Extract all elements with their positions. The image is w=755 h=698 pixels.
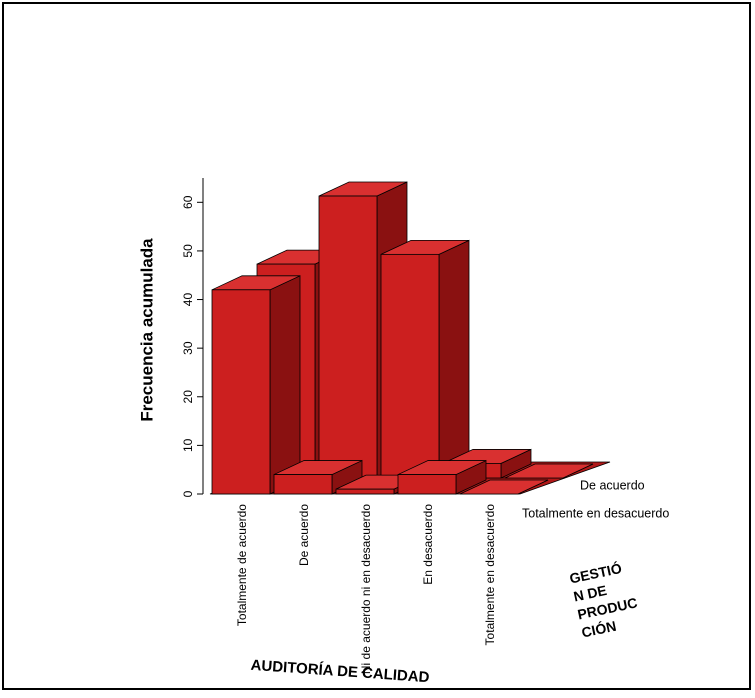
bar: [380, 253, 440, 479]
bar: [335, 488, 395, 495]
x-tick-label: De acuerdo: [297, 504, 311, 566]
x-tick-label: Totalmente en desacuerdo: [483, 504, 497, 646]
bar: [397, 474, 457, 495]
bar: [211, 289, 271, 495]
bar-side: [269, 275, 301, 495]
x-tick-label: Totalmente de acuerdo: [235, 504, 249, 626]
bar: [273, 474, 333, 495]
bar-top: [504, 463, 594, 479]
legend-label: Totalmente en desacuerdo: [522, 506, 669, 520]
x-tick-label: En desacuerdo: [421, 504, 435, 585]
y-tick-label: 60: [181, 195, 195, 209]
x-tick-label: Ni de acuerdo ni en desacuerdo: [359, 504, 373, 674]
y-tick-label: 0: [181, 490, 195, 497]
y-tick-label: 40: [181, 293, 195, 307]
bar-top: [459, 479, 549, 495]
y-tick-label: 10: [181, 438, 195, 452]
y-tick-label: 50: [181, 244, 195, 258]
y-tick-label: 20: [181, 390, 195, 404]
bar-side: [438, 239, 470, 479]
z-axis-title: CIÓN: [580, 617, 618, 641]
legend-label: De acuerdo: [580, 478, 645, 492]
y-tick-label: 30: [181, 341, 195, 355]
z-axis-title: N DE: [572, 582, 608, 605]
bar: [318, 195, 378, 479]
y-axis-title: Frecuencia acumulada: [137, 238, 156, 422]
